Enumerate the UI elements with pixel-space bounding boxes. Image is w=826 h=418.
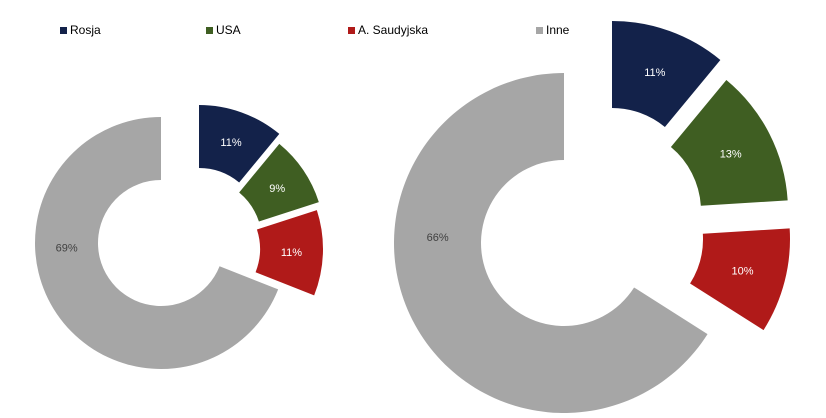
slice-label-usa-1: 9% <box>269 183 285 195</box>
legend-swatch-inne <box>536 26 543 34</box>
slice-usa-1 <box>239 143 319 222</box>
legend-swatch-usa <box>206 26 213 34</box>
legend-label-inne: Inne <box>546 23 570 37</box>
slice-saudi-1 <box>255 210 323 296</box>
legend-swatch-rosja <box>60 26 67 34</box>
slice-label-saudi-2: 10% <box>732 265 754 277</box>
legend-item-inne: Inne <box>536 23 569 37</box>
legend-item-rosja: Rosja <box>60 23 101 37</box>
legend-swatch-saudi <box>348 26 355 34</box>
slice-label-inne-1: 69% <box>56 242 78 254</box>
legend-label-saudi: A. Saudyjska <box>358 23 429 37</box>
slice-saudi-2 <box>690 228 791 331</box>
slice-rosja-2 <box>612 21 721 128</box>
legend-item-saudi: A. Saudyjska <box>348 23 428 37</box>
slice-inne-1 <box>35 117 279 369</box>
slice-label-inne-2: 66% <box>427 232 449 244</box>
slice-label-rosja-2: 11% <box>644 67 665 79</box>
legend: Rosja USA A. Saudyjska Inne <box>0 23 826 39</box>
slice-usa-2 <box>670 80 788 206</box>
slice-label-usa-2: 13% <box>720 149 742 161</box>
slice-inne-2 <box>394 73 708 414</box>
donut-chart-1: 11% 9% 11% 69% <box>35 105 323 369</box>
legend-label-usa: USA <box>216 23 241 37</box>
slice-rosja-1 <box>199 105 280 183</box>
legend-item-usa: USA <box>206 23 241 37</box>
slice-label-rosja-1: 11% <box>220 137 241 149</box>
legend-label-rosja: Rosja <box>70 23 101 37</box>
slice-label-saudi-1: 11% <box>281 247 302 259</box>
donut-chart-2: 11% 13% 10% 66% <box>394 21 791 414</box>
